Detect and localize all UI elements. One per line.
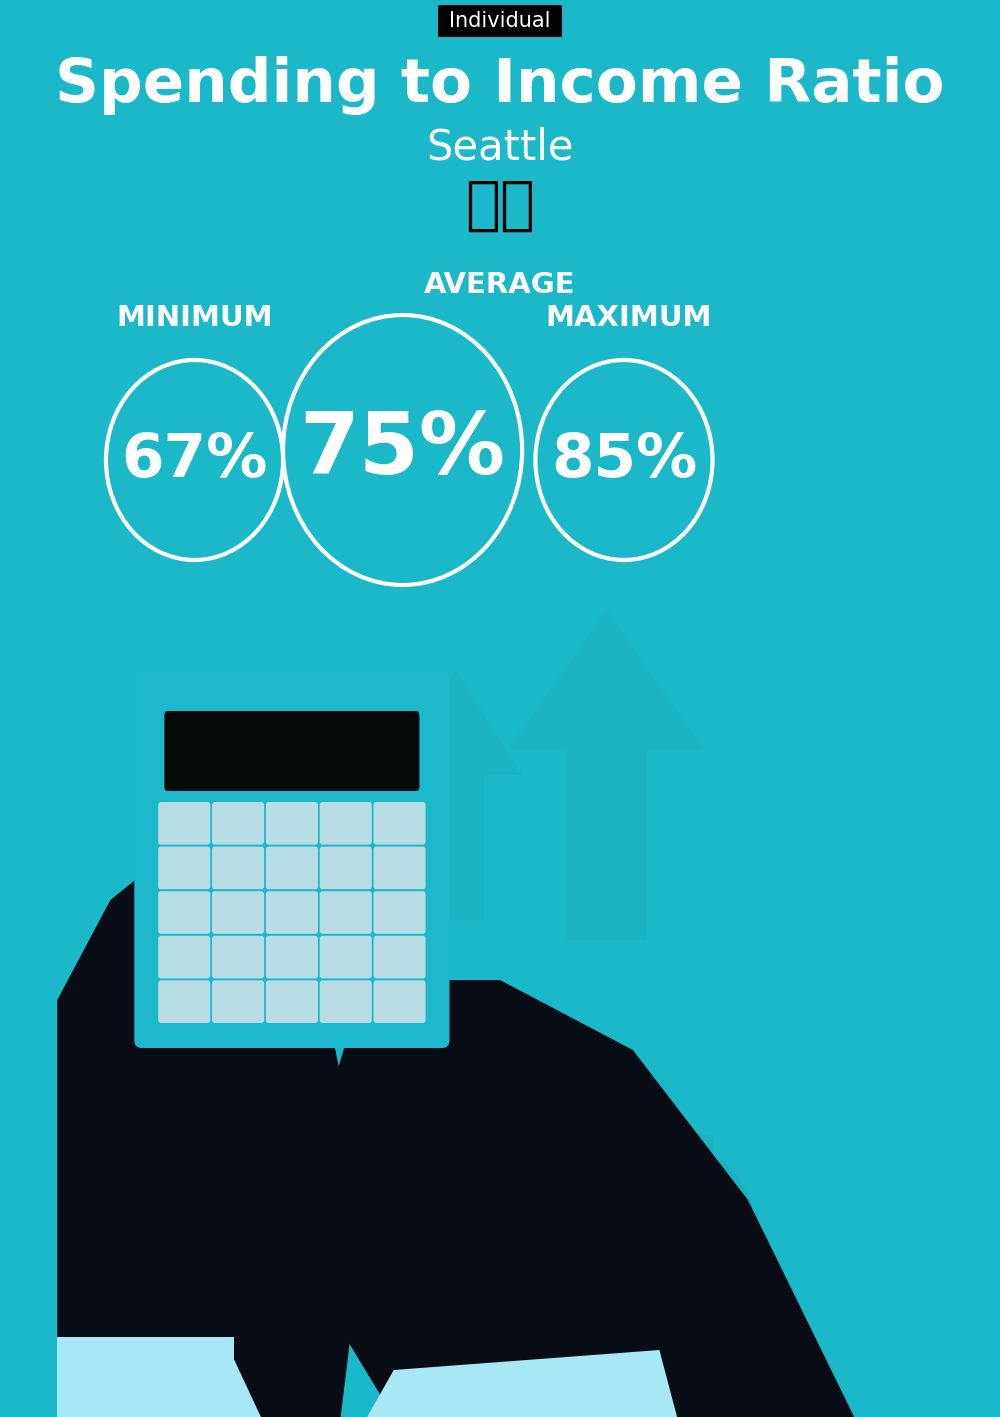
FancyBboxPatch shape	[562, 1280, 668, 1287]
FancyBboxPatch shape	[212, 846, 264, 890]
FancyBboxPatch shape	[320, 935, 372, 978]
FancyBboxPatch shape	[158, 981, 210, 1023]
FancyBboxPatch shape	[438, 6, 562, 37]
FancyBboxPatch shape	[266, 981, 318, 1023]
Text: 🇺🇸: 🇺🇸	[465, 177, 535, 234]
Polygon shape	[57, 1360, 261, 1417]
Ellipse shape	[653, 1158, 755, 1302]
FancyBboxPatch shape	[320, 846, 372, 890]
FancyBboxPatch shape	[374, 846, 426, 890]
FancyBboxPatch shape	[164, 711, 419, 791]
FancyBboxPatch shape	[212, 891, 264, 934]
FancyBboxPatch shape	[562, 1297, 668, 1302]
FancyBboxPatch shape	[158, 802, 210, 845]
Text: 75%: 75%	[300, 408, 506, 492]
Text: $: $	[685, 1214, 722, 1265]
FancyBboxPatch shape	[562, 1255, 668, 1263]
Text: 67%: 67%	[121, 431, 268, 489]
FancyBboxPatch shape	[57, 1338, 234, 1417]
Polygon shape	[57, 850, 367, 1417]
FancyBboxPatch shape	[134, 672, 450, 1049]
Text: Spending to Income Ratio: Spending to Income Ratio	[55, 55, 945, 115]
FancyBboxPatch shape	[374, 935, 426, 978]
Polygon shape	[416, 1200, 637, 1280]
FancyBboxPatch shape	[374, 981, 426, 1023]
FancyBboxPatch shape	[212, 802, 264, 845]
Polygon shape	[389, 670, 522, 920]
Text: Individual: Individual	[449, 11, 551, 31]
FancyBboxPatch shape	[158, 846, 210, 890]
Polygon shape	[367, 1350, 677, 1417]
Text: 85%: 85%	[551, 431, 697, 489]
FancyBboxPatch shape	[429, 1151, 624, 1280]
Polygon shape	[314, 981, 943, 1417]
FancyBboxPatch shape	[158, 891, 210, 934]
FancyBboxPatch shape	[507, 1204, 546, 1280]
FancyBboxPatch shape	[266, 802, 318, 845]
FancyBboxPatch shape	[320, 981, 372, 1023]
Polygon shape	[509, 609, 704, 939]
FancyBboxPatch shape	[320, 802, 372, 845]
FancyBboxPatch shape	[562, 1264, 668, 1270]
FancyBboxPatch shape	[212, 981, 264, 1023]
FancyBboxPatch shape	[374, 891, 426, 934]
Text: $: $	[609, 1244, 636, 1282]
FancyBboxPatch shape	[566, 1178, 586, 1226]
Text: MINIMUM: MINIMUM	[116, 305, 273, 332]
FancyBboxPatch shape	[562, 1304, 668, 1309]
FancyBboxPatch shape	[374, 802, 426, 845]
Text: MAXIMUM: MAXIMUM	[545, 305, 712, 332]
FancyBboxPatch shape	[266, 891, 318, 934]
FancyBboxPatch shape	[266, 846, 318, 890]
FancyBboxPatch shape	[266, 935, 318, 978]
Text: Seattle: Seattle	[426, 126, 574, 169]
Text: AVERAGE: AVERAGE	[424, 271, 576, 299]
Ellipse shape	[582, 1200, 662, 1309]
FancyBboxPatch shape	[562, 1288, 668, 1294]
FancyBboxPatch shape	[212, 935, 264, 978]
FancyBboxPatch shape	[158, 935, 210, 978]
FancyBboxPatch shape	[562, 1272, 668, 1278]
FancyBboxPatch shape	[613, 1175, 631, 1200]
FancyBboxPatch shape	[693, 1135, 714, 1165]
FancyBboxPatch shape	[320, 891, 372, 934]
